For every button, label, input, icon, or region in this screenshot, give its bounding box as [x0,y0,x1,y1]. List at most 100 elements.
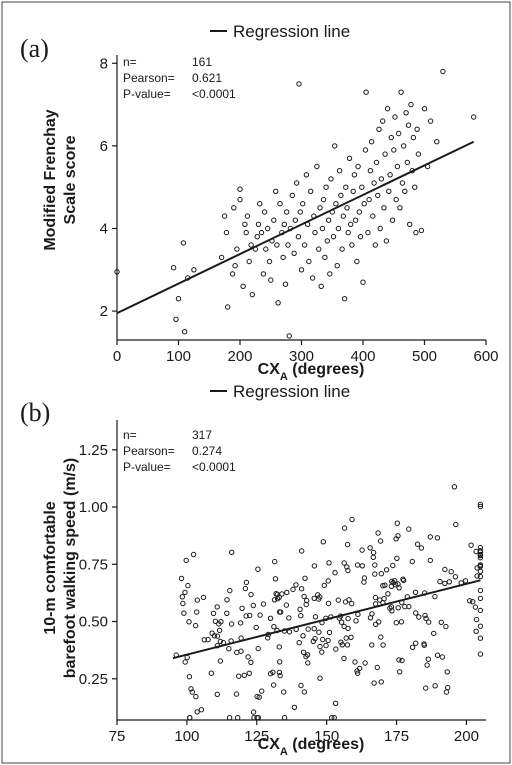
data-point [426,619,432,625]
data-point [194,609,200,615]
data-point [254,693,260,700]
data-point [282,281,289,287]
data-point [349,242,355,248]
panel-a-points [114,68,477,339]
data-point [326,560,332,566]
data-point [362,660,368,666]
data-point [382,582,388,588]
data-point [325,600,332,607]
data-point [212,618,219,624]
data-point [323,184,329,190]
data-point [395,605,401,611]
data-point [330,234,337,240]
data-point [200,594,207,601]
data-point [290,586,296,593]
data-point [345,229,351,236]
panel-a-regression-line [116,140,475,315]
data-point [416,614,422,620]
data-point [237,186,243,192]
data-point [474,573,480,579]
data-point [322,254,328,261]
panel-b-legend: Regression line [210,382,350,401]
x-tick-label: 300 [289,348,314,365]
data-point [477,552,484,559]
data-point [440,68,446,75]
data-point [423,685,429,691]
data-point [255,645,261,652]
data-point [281,221,287,228]
data-point [372,242,378,248]
data-point [255,221,262,228]
data-point [343,184,349,190]
data-point [477,501,484,508]
data-point [338,192,344,199]
data-point [300,649,307,655]
data-point [278,609,284,615]
data-point [261,209,268,215]
data-point [235,715,241,721]
data-point [438,619,444,625]
data-point [297,209,303,215]
data-point [276,644,282,650]
data-point [280,254,286,261]
data-point [396,585,402,591]
data-point [271,624,277,630]
data-point [397,205,403,211]
data-point [308,188,314,195]
data-point [305,626,311,632]
data-point [328,176,334,182]
data-point [272,576,279,582]
stat-pearson-value: 0.274 [192,444,222,458]
data-point [432,593,438,600]
data-point [286,333,292,339]
data-point [421,641,427,647]
data-point [402,603,408,610]
data-point [453,521,459,528]
data-point [285,242,291,248]
data-point [190,551,197,558]
data-point [185,582,191,589]
data-point [186,619,192,625]
data-point [439,654,445,660]
data-point [298,586,305,592]
data-point [348,634,354,640]
data-point [477,587,484,594]
data-point [183,557,189,564]
data-point [316,246,322,252]
data-point [360,279,366,285]
data-point [372,594,379,601]
data-point [265,635,271,641]
data-point [368,139,375,145]
x-tick-label: 200 [227,348,252,365]
data-point [268,277,274,283]
data-point [431,630,437,637]
data-point [289,192,295,199]
data-point [186,674,193,680]
data-point [309,275,316,281]
stat-pvalue-label: P-value= [123,460,171,474]
data-point [331,715,337,721]
data-point [341,655,347,662]
data-point [345,615,351,622]
data-point [242,221,248,228]
data-point [224,597,230,603]
data-point [333,201,339,207]
data-point [315,592,321,598]
data-point [349,516,355,523]
data-point [437,578,443,585]
data-point [383,238,390,244]
data-point [260,271,267,277]
data-point [244,213,251,219]
data-point [339,246,345,252]
data-point [214,691,221,697]
data-point [383,567,390,573]
data-point [371,680,377,686]
data-point [421,106,428,112]
data-point [396,657,402,663]
data-point [229,549,235,555]
data-point [257,201,263,207]
data-point [250,602,257,609]
data-point [477,544,484,551]
data-point [320,196,327,203]
data-point [394,163,401,170]
